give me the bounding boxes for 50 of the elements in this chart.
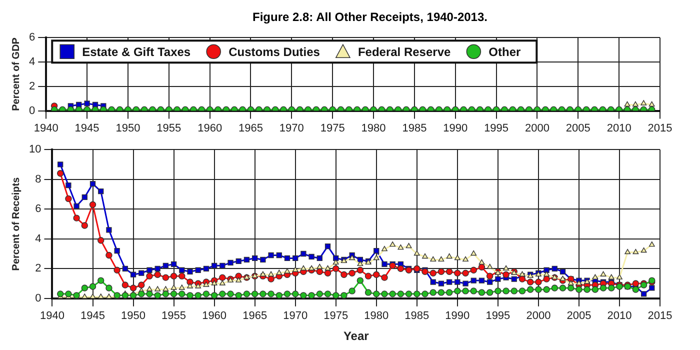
x-tick-label: 1985 xyxy=(402,122,427,134)
x-tick-label: 1990 xyxy=(445,310,470,322)
x-tick-label: 2005 xyxy=(566,122,590,134)
y-tick-label: 10 xyxy=(28,144,42,156)
x-tick-label: 1940 xyxy=(34,122,58,134)
x-tick-label: 1990 xyxy=(443,122,468,134)
x-tick-label: 2015 xyxy=(648,310,672,322)
x-tick-label: 1975 xyxy=(320,122,345,134)
y-tick-label: 6 xyxy=(35,203,42,216)
x-tick-label: 1980 xyxy=(364,310,389,322)
x-tick-label: 1960 xyxy=(198,122,222,134)
y-tick-label: 8 xyxy=(35,173,42,186)
x-tick-label: 1955 xyxy=(156,122,182,134)
y-axis-title: Percent of GDP xyxy=(10,37,22,111)
legend-label: Customs Duties xyxy=(228,44,320,59)
x-tick-label: 2010 xyxy=(606,122,632,134)
x-tick-label: 1940 xyxy=(40,310,64,322)
chart-title: Figure 2.8: All Other Receipts, 1940-2013. xyxy=(252,9,488,26)
x-tick-label: 1955 xyxy=(162,310,186,322)
y-tick-label: 4 xyxy=(35,232,42,245)
x-tick-label: 2015 xyxy=(648,122,672,134)
x-tick-label: 1995 xyxy=(486,310,510,322)
x-axis-title: Year xyxy=(343,329,370,344)
x-tick-label: 1970 xyxy=(279,122,304,134)
y-tick-label: 0 xyxy=(35,292,42,304)
x-tick-label: 1950 xyxy=(121,310,146,322)
x-tick-label: 1945 xyxy=(80,310,105,322)
x-tick-label: 1945 xyxy=(74,122,100,134)
x-tick-label: 2010 xyxy=(607,310,632,322)
legend-label: Other xyxy=(488,44,522,59)
x-tick-label: 2000 xyxy=(526,310,551,322)
x-tick-label: 1980 xyxy=(361,122,386,134)
x-tick-label: 1950 xyxy=(116,122,140,134)
y-tick-label: 0 xyxy=(28,104,36,117)
legend-label: Federal Reserve xyxy=(358,44,451,59)
x-tick-label: 1975 xyxy=(324,310,348,322)
legend-label: Estate & Gift Taxes xyxy=(82,44,191,59)
x-tick-label: 1995 xyxy=(484,122,509,134)
y-axis-title: Percent of Receipts xyxy=(10,176,22,271)
x-tick-label: 1960 xyxy=(202,310,227,322)
y-tick-label: 2 xyxy=(28,80,36,92)
x-tick-label: 1970 xyxy=(283,310,308,322)
x-tick-label: 1985 xyxy=(404,310,430,322)
x-tick-label: 2005 xyxy=(566,310,592,322)
x-tick-label: 1965 xyxy=(238,122,263,134)
y-tick-label: 6 xyxy=(28,32,36,44)
y-tick-label: 4 xyxy=(28,56,36,68)
x-tick-label: 2000 xyxy=(524,122,550,134)
x-tick-label: 1965 xyxy=(242,310,268,322)
y-tick-label: 2 xyxy=(35,262,42,275)
